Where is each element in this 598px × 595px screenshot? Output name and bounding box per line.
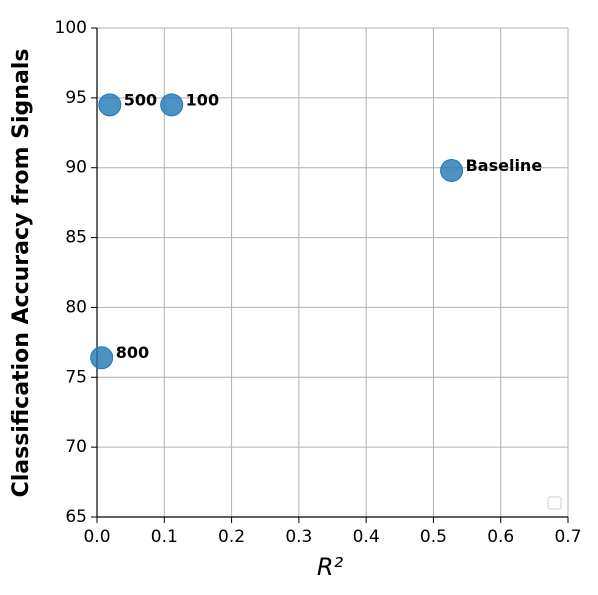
x-tick-label: 0.7 — [554, 527, 581, 547]
x-tick-label: 0.2 — [218, 527, 245, 547]
point-label: 800 — [116, 343, 149, 362]
point-label: 500 — [124, 90, 157, 109]
x-tick-label: 0.3 — [285, 527, 312, 547]
x-tick-label: 0.4 — [353, 527, 380, 547]
y-tick-label: 95 — [65, 88, 87, 108]
point — [160, 93, 184, 117]
point-label: Baseline — [466, 156, 543, 175]
y-tick-label: 70 — [65, 437, 87, 457]
x-axis-label: R² — [317, 553, 344, 581]
y-tick-label: 80 — [65, 297, 87, 317]
x-tick-label: 0.5 — [420, 527, 447, 547]
point — [90, 346, 114, 370]
y-tick-label: 100 — [55, 18, 87, 38]
y-axis-label: Classification Accuracy from Signals — [9, 49, 34, 498]
x-tick-label: 0.1 — [151, 527, 178, 547]
y-tick-label: 90 — [65, 158, 87, 178]
y-tick-label: 65 — [65, 507, 87, 527]
y-tick-label: 85 — [65, 228, 87, 248]
y-tick-label: 75 — [65, 367, 87, 387]
x-tick-label: 0.0 — [83, 527, 110, 547]
point — [98, 93, 122, 117]
legend-box — [547, 496, 562, 510]
point-label: 100 — [186, 90, 219, 109]
point — [440, 159, 464, 183]
x-tick-label: 0.6 — [487, 527, 514, 547]
